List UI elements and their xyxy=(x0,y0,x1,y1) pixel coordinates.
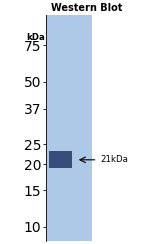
Bar xyxy=(49,151,72,168)
Bar xyxy=(46,15,92,241)
Title: Western Blot: Western Blot xyxy=(51,3,122,13)
Text: kDa: kDa xyxy=(26,33,45,42)
Text: 21kDa: 21kDa xyxy=(100,155,128,164)
